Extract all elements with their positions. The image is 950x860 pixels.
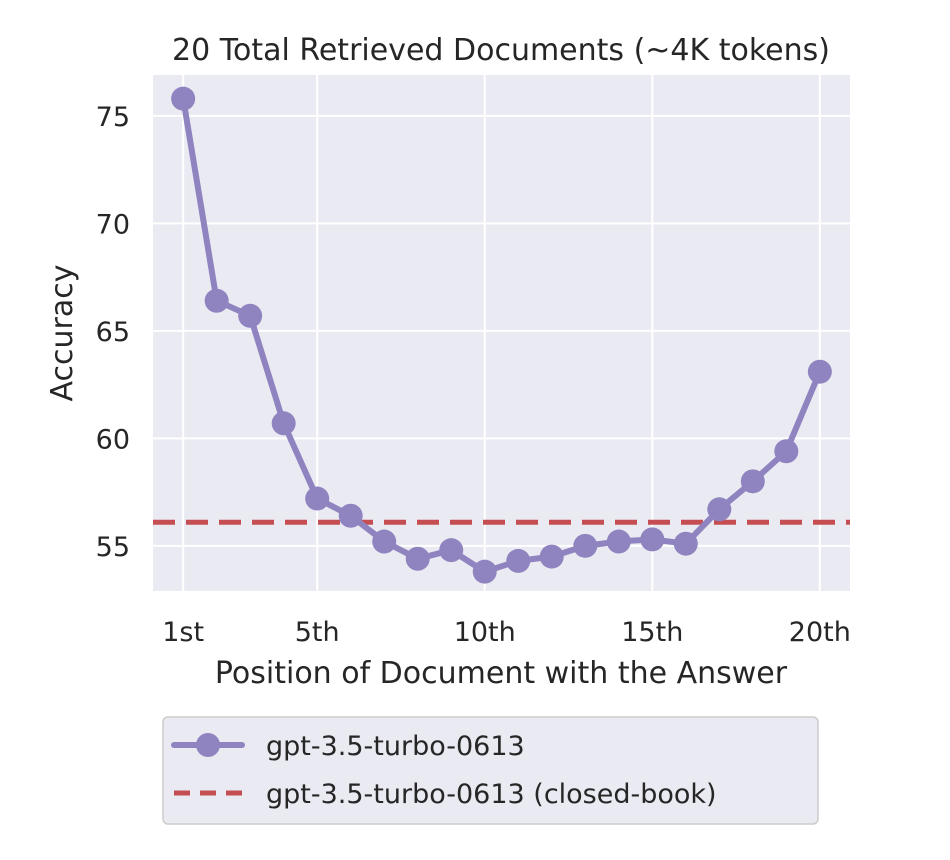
- y-axis-label: Accuracy: [45, 265, 80, 402]
- data-point: [774, 439, 799, 464]
- data-point: [372, 529, 397, 554]
- y-tick-label: 65: [96, 317, 130, 348]
- data-point: [204, 288, 229, 313]
- chart-title: 20 Total Retrieved Documents (~4K tokens…: [172, 33, 830, 68]
- data-point: [707, 497, 732, 522]
- x-tick-label: 5th: [295, 617, 340, 648]
- y-tick-label: 75: [96, 102, 130, 133]
- legend-label-series: gpt-3.5-turbo-0613: [266, 731, 525, 762]
- x-tick-label: 20th: [789, 617, 851, 648]
- legend-box: [162, 716, 819, 825]
- data-point: [305, 486, 330, 511]
- y-tick-label: 70: [96, 209, 130, 240]
- data-point: [573, 533, 598, 558]
- legend-point-marker: [196, 733, 220, 757]
- x-axis-label: Position of Document with the Answer: [215, 656, 788, 691]
- x-tick-labels: 1st 5th 10th 15th 20th: [162, 617, 851, 648]
- x-tick-label: 15th: [621, 617, 683, 648]
- data-point: [740, 469, 765, 494]
- x-tick-label: 10th: [454, 617, 516, 648]
- data-point: [271, 411, 296, 436]
- plot-background: [153, 75, 850, 591]
- data-point: [472, 559, 497, 584]
- y-tick-label: 60: [96, 424, 130, 455]
- y-tick-label: 55: [96, 532, 130, 563]
- data-point: [807, 359, 832, 384]
- data-point: [606, 529, 631, 554]
- data-point: [640, 527, 665, 552]
- data-point: [539, 544, 564, 569]
- data-point: [238, 303, 263, 328]
- legend-label-closed-book: gpt-3.5-turbo-0613 (closed-book): [266, 779, 717, 810]
- legend: gpt-3.5-turbo-0613 gpt-3.5-turbo-0613 (c…: [162, 716, 819, 825]
- data-point: [673, 531, 698, 556]
- y-tick-labels: 55 60 65 70 75: [96, 102, 130, 563]
- data-point: [405, 546, 430, 571]
- series: [153, 86, 850, 584]
- data-point: [171, 86, 196, 111]
- data-point: [338, 503, 363, 528]
- x-tick-label: 1st: [162, 617, 204, 648]
- data-point: [439, 538, 464, 563]
- data-point: [506, 548, 531, 573]
